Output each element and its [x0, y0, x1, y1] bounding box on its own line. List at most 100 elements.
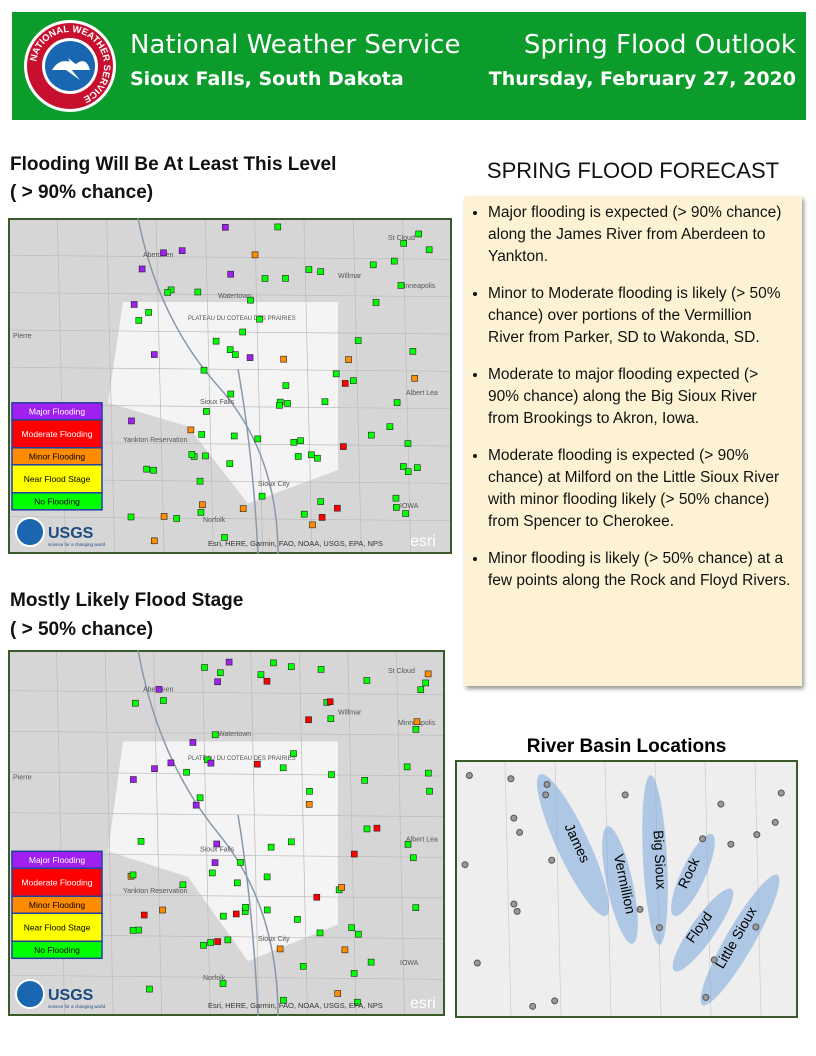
gauge-marker [299, 962, 307, 970]
gauge [655, 924, 663, 932]
gauge-marker [290, 439, 298, 446]
gauge-marker [327, 715, 335, 722]
gauge-marker [290, 750, 297, 757]
gauge-marker [135, 317, 143, 324]
county-line [754, 761, 762, 1017]
place-label: Willmar [338, 709, 362, 716]
gauge [710, 956, 718, 964]
gauge [699, 835, 707, 843]
gauge-marker [178, 247, 186, 254]
map-title: Mostly Likely Flood Stage [10, 590, 244, 611]
attribution: Esri, HERE, Garmin, FAO, NOAA, USGS, EPA… [208, 539, 383, 548]
gauge-marker [276, 945, 284, 953]
gauge-marker [254, 435, 262, 443]
gauge [473, 959, 481, 967]
gauge-marker [317, 498, 325, 505]
gauge-marker [350, 970, 358, 977]
gauge-marker [393, 399, 401, 406]
legend-swatch [11, 492, 103, 511]
gauge [507, 775, 515, 783]
place-label: PLATEAU DU COTEAU DES PRAIRIES [188, 756, 296, 762]
river [137, 218, 279, 554]
gauge-marker [129, 927, 137, 934]
gauge-marker [224, 936, 232, 944]
map-title: Flooding Will Be At Least This Level [10, 154, 337, 175]
gauge-marker [159, 906, 166, 914]
gauge-marker [183, 768, 190, 776]
gauge [727, 840, 735, 848]
gauge [777, 789, 785, 797]
gauge-marker [146, 985, 153, 993]
gauge-marker [239, 505, 247, 512]
county-line [250, 651, 260, 1015]
gauge-marker [350, 377, 357, 384]
gauge-marker [354, 998, 361, 1006]
gauge-marker [226, 346, 234, 353]
gauge-marker [363, 677, 371, 684]
gauge-marker [219, 980, 227, 987]
gauge-marker [208, 869, 216, 877]
gauge-marker [332, 370, 340, 378]
county-line [9, 690, 444, 696]
gauge-marker [130, 301, 138, 308]
county-line [9, 771, 444, 777]
place-label: Norfolk [203, 975, 226, 982]
gauge-marker [200, 366, 208, 374]
gauge-marker [242, 904, 249, 911]
gauge-marker [143, 465, 151, 473]
place-label: Norfolk [203, 517, 226, 524]
gauge-marker [308, 451, 315, 459]
gauge [702, 993, 710, 1001]
place-label: Watertown [218, 731, 251, 738]
gauge-marker [400, 463, 407, 470]
gauge-marker [137, 838, 145, 845]
esri: esri [410, 533, 436, 550]
county-line [9, 292, 451, 298]
gauge [548, 856, 556, 864]
river [237, 814, 259, 1016]
legend-swatch [11, 912, 103, 943]
header: NATIONAL WEATHER SERVICE National Weathe… [12, 12, 806, 120]
legend-label: No Flooding [34, 496, 80, 506]
gauge-marker [412, 904, 420, 911]
date: Thursday, February 27, 2020 [488, 68, 796, 90]
gauge-marker [230, 432, 238, 440]
place-label: St Cloud [388, 235, 415, 242]
county-line [9, 974, 444, 980]
county-line [402, 219, 412, 553]
place-label: Watertown [218, 293, 251, 300]
bullet: Moderate to major flooding expected (> 9… [488, 364, 792, 430]
gauge-marker [309, 521, 316, 529]
gauge-marker [173, 515, 181, 522]
region [108, 741, 338, 962]
legend-label: Near Flood Stage [24, 922, 91, 932]
gauge-marker [197, 509, 205, 516]
legend-label: No Flooding [34, 945, 80, 955]
map-subtitle: ( > 50% chance) [10, 619, 154, 640]
gauge-marker [150, 466, 157, 474]
gauge-marker [397, 282, 405, 289]
usgs-tag: science for a changing world [48, 1004, 106, 1009]
gauge-marker [256, 315, 263, 323]
gauge-marker [279, 764, 287, 772]
place-label: Willmar [338, 273, 362, 280]
gauge-marker [226, 460, 234, 467]
gauge-marker [317, 666, 325, 673]
gauge-marker [321, 398, 329, 406]
gauge-marker [294, 453, 302, 460]
gauge-marker [386, 423, 394, 431]
gauge-marker [287, 838, 295, 846]
gauge-marker [214, 938, 221, 945]
gauge-marker [280, 355, 287, 363]
gauge-marker [211, 859, 219, 866]
gauge-marker [334, 504, 341, 512]
gauge-marker [372, 299, 380, 306]
gauge-marker [393, 504, 400, 511]
gauge-marker [425, 246, 433, 254]
gauge-marker [404, 841, 412, 848]
place-label: Minneapolis [398, 283, 436, 290]
gauge-marker [313, 893, 321, 901]
gauge-marker [326, 698, 334, 706]
gauge-marker [201, 664, 208, 671]
